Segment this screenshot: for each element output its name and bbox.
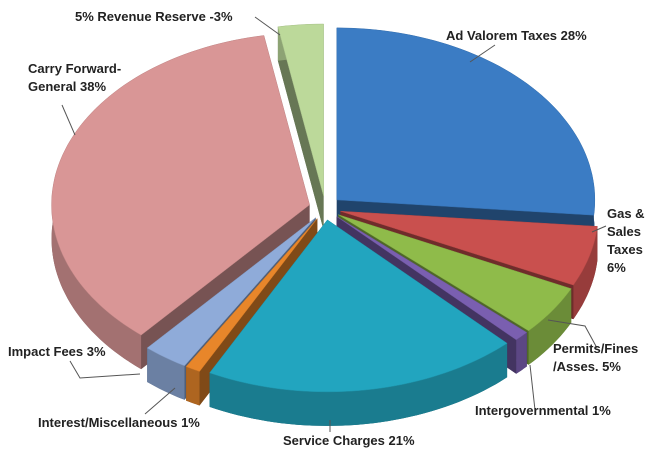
pie-slice <box>277 23 324 230</box>
slice-top <box>209 219 508 393</box>
leader-line <box>69 360 141 379</box>
slice-wall <box>573 226 598 320</box>
slice-wall <box>516 332 527 374</box>
slice-label: Carry Forward-General 38% <box>28 60 143 96</box>
leader-line <box>254 16 281 36</box>
category-label: Intergovernmental <box>475 403 589 418</box>
slice-label: Interest/Miscellaneous 1% <box>38 414 238 432</box>
leader-line <box>469 44 496 63</box>
leader-line <box>529 364 536 411</box>
slice-label: Intergovernmental 1% <box>475 402 645 420</box>
category-label: Impact Fees <box>8 344 84 359</box>
value-label: 28% <box>560 28 587 43</box>
slice-wall <box>528 288 572 365</box>
slice-label: Ad Valorem Taxes 28% <box>446 27 626 45</box>
category-label: Service Charges <box>283 433 385 448</box>
slice-side <box>186 218 318 401</box>
slice-wall <box>147 348 185 400</box>
category-label: 5% Revenue Reserve <box>75 9 206 24</box>
slice-wall <box>209 343 508 426</box>
leader-line <box>61 104 76 136</box>
slice-side <box>277 26 324 230</box>
slice-top <box>338 214 572 332</box>
slice-top <box>146 217 316 367</box>
leader-line <box>144 387 176 415</box>
slice-wall <box>186 366 200 406</box>
value-label: 21% <box>388 433 415 448</box>
category-label: Interest/Miscellaneous <box>38 415 178 430</box>
value-label: 3% <box>86 344 106 359</box>
value-label: 6% <box>607 260 626 275</box>
slice-top <box>277 23 324 197</box>
leader-line <box>547 319 598 349</box>
category-label: Carry Forward-General <box>28 61 122 94</box>
slice-top <box>51 35 310 336</box>
slice-top <box>340 210 598 286</box>
value-label: 1% <box>592 403 611 418</box>
slice-label: Impact Fees 3% <box>8 343 138 361</box>
category-label: Ad Valorem Taxes <box>446 28 558 43</box>
leader-line <box>591 225 607 233</box>
category-label: Permits/Fines /Asses. <box>553 341 639 374</box>
pie-slice <box>209 219 508 426</box>
value-label: 38% <box>80 79 107 94</box>
value-label: -3% <box>209 9 233 24</box>
value-label: 1% <box>181 415 200 430</box>
slice-label: 5% Revenue Reserve -3% <box>75 8 275 26</box>
slice-top <box>336 27 596 216</box>
slice-label: Service Charges 21% <box>283 432 453 450</box>
slice-label: Gas & Sales Taxes 6% <box>607 205 650 277</box>
slice-top <box>185 218 318 372</box>
pie-slice <box>51 35 310 370</box>
category-label: Gas & Sales Taxes <box>607 206 645 257</box>
slice-top <box>336 216 528 341</box>
value-label: 5% <box>602 359 621 374</box>
slice-label: Permits/Fines /Asses. 5% <box>553 340 650 376</box>
